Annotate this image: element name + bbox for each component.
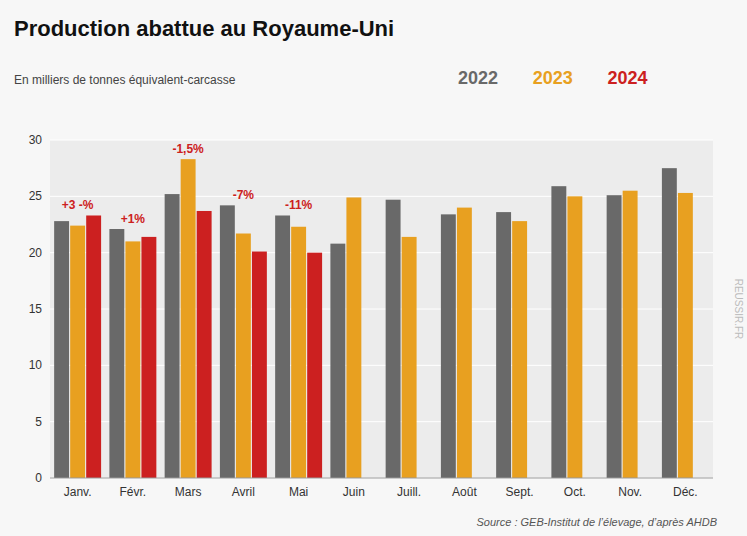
- bar: [441, 214, 456, 478]
- annotation: -7%: [233, 188, 255, 202]
- bar: [125, 241, 140, 478]
- bar: [551, 186, 566, 478]
- x-axis: [50, 478, 713, 479]
- bar: [291, 227, 306, 478]
- y-tick-label: 0: [35, 471, 42, 485]
- x-tick-label: Mars: [175, 485, 202, 499]
- bar: [346, 197, 361, 478]
- x-tick-label: Janv.: [64, 485, 92, 499]
- bar: [236, 234, 251, 478]
- x-tick-label: Juill.: [397, 485, 421, 499]
- subtitle: En milliers de tonnes équivalent-carcass…: [14, 73, 236, 87]
- grid-line: [50, 478, 713, 479]
- y-tick-label: 20: [29, 246, 43, 260]
- x-tick-label: Nov.: [618, 485, 642, 499]
- x-tick-label: Août: [452, 485, 477, 499]
- bar: [386, 200, 401, 478]
- plot-area: [50, 140, 713, 478]
- y-tick-label: 15: [29, 302, 43, 316]
- x-tick-label: Juin: [343, 485, 365, 499]
- bar: [54, 221, 69, 478]
- bar: [220, 205, 235, 478]
- y-tick-label: 10: [29, 358, 43, 372]
- x-tick-label: Oct.: [564, 485, 586, 499]
- bar: [197, 211, 212, 478]
- watermark: REUSSIR.FR: [733, 279, 744, 340]
- legend-entry: 2023: [533, 68, 573, 88]
- x-tick-label: Mai: [289, 485, 308, 499]
- bar: [496, 212, 511, 478]
- x-tick-label: Avril: [232, 485, 255, 499]
- bar: [567, 196, 582, 478]
- legend-entry: 2024: [607, 68, 647, 88]
- bar: [457, 208, 472, 478]
- x-tick-label: Févr.: [120, 485, 147, 499]
- bars: [54, 159, 693, 478]
- y-tick-label: 25: [29, 189, 43, 203]
- annotation: +1%: [121, 212, 146, 226]
- x-tick-label: Sept.: [506, 485, 534, 499]
- bar: [252, 252, 267, 478]
- bar: [678, 193, 693, 478]
- bar: [623, 191, 638, 478]
- bar: [512, 221, 527, 478]
- bar: [141, 237, 156, 478]
- bar: [607, 195, 622, 478]
- source: Source : GEB-Institut de l’élevage, d’ap…: [477, 516, 718, 528]
- title: Production abattue au Royaume-Uni: [14, 16, 394, 41]
- bar: [109, 229, 124, 478]
- grid-line: [50, 140, 713, 141]
- y-tick-label: 5: [35, 415, 42, 429]
- y-tick-label: 30: [29, 133, 43, 147]
- bar: [330, 244, 345, 478]
- annotation: +3 -%: [62, 198, 94, 212]
- bar: [70, 226, 85, 478]
- x-tick-label: Déc.: [673, 485, 698, 499]
- bar: [307, 253, 322, 478]
- bar: [181, 159, 196, 478]
- bar: [662, 168, 677, 478]
- bar: [86, 215, 101, 478]
- bar: [165, 194, 180, 478]
- annotation: -1,5%: [172, 142, 204, 156]
- annotation: -11%: [285, 198, 313, 212]
- bar: [275, 215, 290, 478]
- chart: Production abattue au Royaume-Uni En mill…: [0, 0, 747, 536]
- background: [0, 0, 747, 536]
- legend-entry: 2022: [458, 68, 498, 88]
- bar: [402, 237, 417, 478]
